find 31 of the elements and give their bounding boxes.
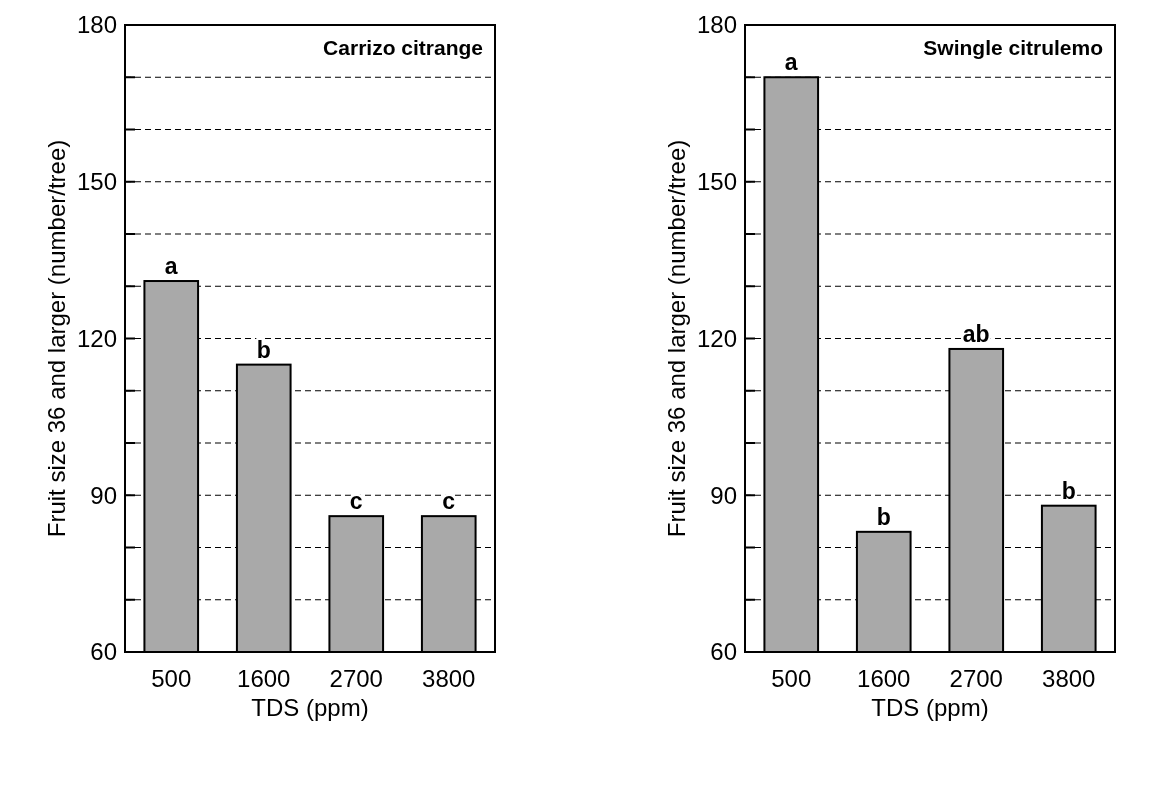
text: Swingle citrulemo bbox=[923, 36, 1103, 59]
y-tick-label: 120 bbox=[696, 324, 737, 352]
x-tick-label: 2700 bbox=[949, 665, 1003, 692]
x-axis-title: TDS (ppm) bbox=[871, 694, 989, 721]
y-tick-label: 150 bbox=[696, 168, 737, 196]
annotation: a bbox=[784, 49, 798, 76]
annotation: c bbox=[349, 488, 363, 515]
y-tick-label: 150 bbox=[76, 168, 117, 196]
x-axis-title: TDS (ppm) bbox=[251, 694, 369, 721]
y-tick-label: 90 bbox=[710, 481, 737, 509]
x-tick-label: 500 bbox=[151, 665, 192, 692]
x-tick-label: 1600 bbox=[237, 665, 291, 692]
x-tick-label: 1600 bbox=[857, 665, 911, 692]
x-tick-label: 2700 bbox=[329, 665, 383, 692]
annotation: b bbox=[256, 336, 271, 363]
x-tick-label: 3800 bbox=[1042, 665, 1096, 692]
annotation: b bbox=[876, 503, 891, 530]
y-tick-label: 60 bbox=[90, 638, 117, 666]
x-tick-label: 500 bbox=[771, 665, 812, 692]
y-tick-label: 90 bbox=[90, 481, 117, 509]
x-tick-label: 3800 bbox=[422, 665, 476, 692]
annotation: a bbox=[164, 253, 178, 280]
y-tick-label: 60 bbox=[710, 638, 737, 666]
y-tick-label: 120 bbox=[76, 324, 117, 352]
y-tick-label: 180 bbox=[696, 11, 737, 39]
y-tick-label: 180 bbox=[76, 11, 117, 39]
y-axis-title: Fruit size 36 and larger (number/tree) bbox=[43, 139, 70, 538]
annotation: c bbox=[442, 488, 456, 515]
y-axis-title: Fruit size 36 and larger (number/tree) bbox=[663, 139, 690, 538]
annotation: b bbox=[1061, 477, 1076, 504]
text: Carrizo citrange bbox=[323, 36, 483, 59]
